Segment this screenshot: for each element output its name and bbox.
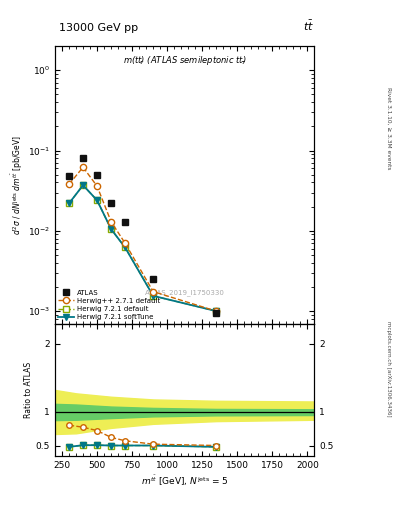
- Text: Rivet 3.1.10, ≥ 3.3M events: Rivet 3.1.10, ≥ 3.3M events: [386, 87, 391, 169]
- Text: 13000 GeV pp: 13000 GeV pp: [59, 23, 138, 33]
- Text: mcplots.cern.ch [arXiv:1306.3436]: mcplots.cern.ch [arXiv:1306.3436]: [386, 321, 391, 416]
- Text: $m$(tt$\bar{}$) (ATLAS semileptonic tt$\bar{}$): $m$(tt$\bar{}$) (ATLAS semileptonic tt$\…: [123, 54, 246, 68]
- Legend: ATLAS, Herwig++ 2.7.1 default, Herwig 7.2.1 default, Herwig 7.2.1 softTune: ATLAS, Herwig++ 2.7.1 default, Herwig 7.…: [59, 290, 160, 320]
- Text: ATLAS_2019_I1750330: ATLAS_2019_I1750330: [145, 289, 225, 296]
- Text: $t\bar{t}$: $t\bar{t}$: [303, 19, 314, 33]
- Y-axis label: Ratio to ATLAS: Ratio to ATLAS: [24, 361, 33, 418]
- Y-axis label: $d^2\sigma$ / $dN^\mathrm{jets}$ $dm^{t\bar{t}}$ [pb/GeV]: $d^2\sigma$ / $dN^\mathrm{jets}$ $dm^{t\…: [9, 135, 25, 235]
- X-axis label: $m^{t\bar{t}}$ [GeV], $N^\mathrm{jets}$ = 5: $m^{t\bar{t}}$ [GeV], $N^\mathrm{jets}$ …: [141, 474, 229, 488]
